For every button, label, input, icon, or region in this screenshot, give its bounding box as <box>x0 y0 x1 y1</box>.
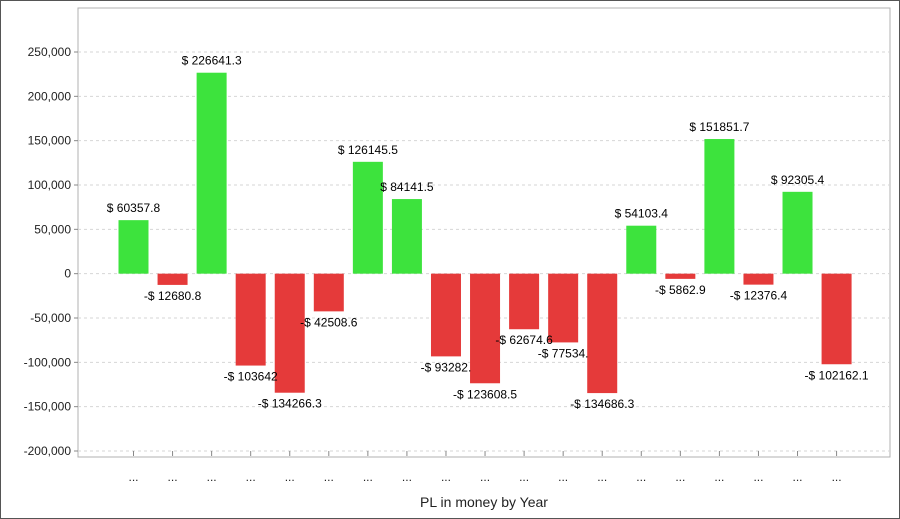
x-tick-label: ... <box>246 470 256 484</box>
bar[interactable] <box>313 273 344 312</box>
x-tick-label: ... <box>480 470 490 484</box>
data-label: -$ 12680.8 <box>144 289 202 303</box>
bar[interactable] <box>118 220 149 274</box>
y-tick-label: 250,000 <box>28 45 72 59</box>
data-label: -$ 103642 <box>224 370 278 384</box>
data-label: -$ 77534. <box>538 346 589 360</box>
x-tick-label: ... <box>441 470 451 484</box>
data-label: $ 54103.4 <box>615 207 669 221</box>
x-tick-label: ... <box>207 470 217 484</box>
data-label: -$ 134266.3 <box>258 397 322 411</box>
data-label: -$ 42508.6 <box>300 315 358 329</box>
y-tick-label: 150,000 <box>28 134 72 148</box>
bar[interactable] <box>274 273 305 393</box>
y-tick-label: 200,000 <box>28 89 72 103</box>
bar[interactable] <box>235 273 266 366</box>
y-tick-label: 0 <box>64 267 71 281</box>
x-tick-label: ... <box>753 470 763 484</box>
y-tick-label: 50,000 <box>34 222 71 236</box>
x-tick-label: ... <box>832 470 842 484</box>
bar[interactable] <box>548 273 579 343</box>
x-tick-label: ... <box>128 470 138 484</box>
bar[interactable] <box>196 72 227 274</box>
x-tick-label: ... <box>636 470 646 484</box>
data-label: -$ 134686.3 <box>570 397 634 411</box>
bar[interactable] <box>157 273 188 285</box>
y-tick-label: 100,000 <box>28 178 72 192</box>
x-tick-label: ... <box>675 470 685 484</box>
bar[interactable] <box>626 225 657 274</box>
data-label: -$ 5862.9 <box>655 283 706 297</box>
bar[interactable] <box>821 273 852 365</box>
y-tick-label: -200,000 <box>24 444 72 458</box>
bar[interactable] <box>587 273 618 394</box>
y-tick-label: -150,000 <box>24 400 72 414</box>
x-tick-label: ... <box>285 470 295 484</box>
data-label: $ 126145.5 <box>338 143 398 157</box>
x-tick-label: ... <box>793 470 803 484</box>
bar[interactable] <box>470 273 501 384</box>
x-tick-label: ... <box>168 470 178 484</box>
data-label: -$ 123608.5 <box>453 387 517 401</box>
data-label: -$ 62674.6 <box>495 333 553 347</box>
data-label: -$ 102162.1 <box>805 368 869 382</box>
data-label: $ 226641.3 <box>182 54 242 68</box>
x-tick-label: ... <box>519 470 529 484</box>
data-label: $ 84141.5 <box>380 180 434 194</box>
x-tick-label: ... <box>558 470 568 484</box>
bar[interactable] <box>704 139 735 274</box>
bar[interactable] <box>743 273 774 285</box>
y-axis: 250,000 200,000 150,000 100,000 50,000 0 -50,0… <box>24 45 78 458</box>
x-tick-label: ... <box>324 470 334 484</box>
x-tick-label: ... <box>714 470 724 484</box>
data-label: $ 60357.8 <box>107 201 161 215</box>
x-tick-label: ... <box>402 470 412 484</box>
data-label: $ 151851.7 <box>689 120 749 134</box>
x-tick-label: ... <box>363 470 373 484</box>
x-tick-label: ... <box>597 470 607 484</box>
y-tick-label: -100,000 <box>24 355 72 369</box>
bar[interactable] <box>352 161 383 274</box>
y-tick-label: -50,000 <box>30 311 71 325</box>
bar[interactable] <box>782 191 813 274</box>
data-label: -$ 93282. <box>421 360 472 374</box>
bar[interactable] <box>430 273 461 357</box>
x-axis: ........................................… <box>128 451 842 484</box>
bar[interactable] <box>665 273 696 279</box>
bar[interactable] <box>509 273 540 330</box>
bar[interactable] <box>391 199 422 274</box>
data-labels: $ 60357.8 -$ 12680.8 $ 226641.3 -$ 103642 -$… <box>107 54 869 411</box>
bars <box>118 72 852 394</box>
data-label: $ 92305.4 <box>771 173 825 187</box>
data-label: -$ 12376.4 <box>730 289 788 303</box>
x-axis-title: PL in money by Year <box>420 494 548 510</box>
